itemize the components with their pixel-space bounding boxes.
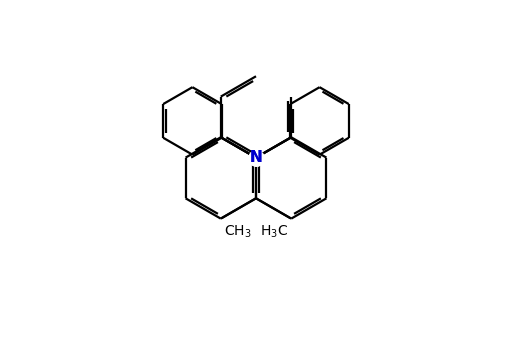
- Text: $\mathregular{CH_3}$: $\mathregular{CH_3}$: [224, 224, 252, 240]
- Text: N: N: [250, 150, 262, 165]
- Text: N: N: [250, 150, 262, 165]
- Text: $\mathregular{H_3C}$: $\mathregular{H_3C}$: [260, 224, 288, 240]
